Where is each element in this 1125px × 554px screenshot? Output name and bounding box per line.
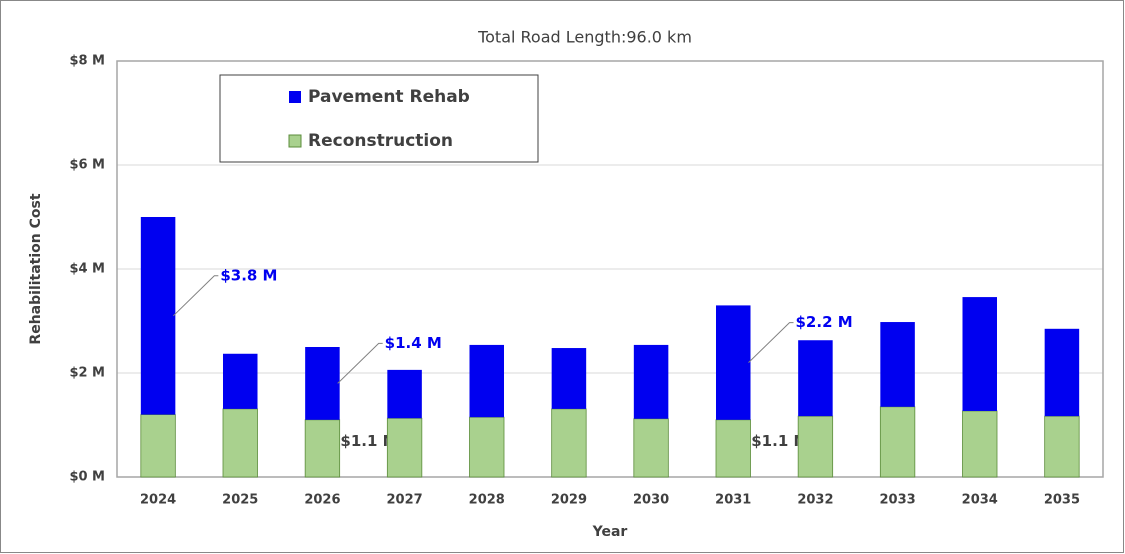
bar-segment <box>633 418 669 478</box>
legend-swatch <box>289 91 301 103</box>
bar-segment <box>962 297 998 411</box>
y-tick-label: $2 M <box>69 366 105 381</box>
bar-segment <box>551 408 587 478</box>
y-axis-label: Rehabilitation Cost <box>28 193 44 344</box>
x-tick-label: 2033 <box>879 493 915 508</box>
x-tick-label: 2031 <box>715 493 751 508</box>
y-tick-label: $8 M <box>69 54 105 69</box>
bar-segment <box>879 406 916 478</box>
x-tick-label: 2032 <box>797 493 833 508</box>
bar-segment <box>797 415 834 478</box>
data-label: $1.1 M <box>751 432 808 450</box>
y-tick-label: $4 M <box>69 262 105 277</box>
bar-segment <box>1044 415 1080 478</box>
bar-segment <box>715 305 751 420</box>
chart-title: Total Road Length:96.0 km <box>477 28 692 47</box>
legend-box <box>219 74 539 163</box>
y-tick-label: $6 M <box>69 158 105 173</box>
y-tick-label: $0 M <box>69 470 105 485</box>
x-tick-label: 2035 <box>1044 493 1080 508</box>
x-tick-label: 2024 <box>140 493 176 508</box>
data-label: $3.8 M <box>220 266 277 284</box>
x-tick-label: 2027 <box>386 493 422 508</box>
bar-segment <box>880 322 915 407</box>
x-tick-label: 2034 <box>962 493 998 508</box>
leader-line <box>337 342 383 384</box>
x-tick-label: 2026 <box>304 493 340 508</box>
bar-segment <box>1044 328 1080 417</box>
x-tick-label: 2025 <box>222 493 258 508</box>
x-tick-label: 2030 <box>633 493 669 508</box>
bar-segment <box>386 417 423 478</box>
bar-segment <box>305 347 340 420</box>
plot-border <box>116 60 1104 478</box>
bar-segment <box>304 419 341 478</box>
bar-segment <box>222 408 258 478</box>
legend-swatch <box>288 134 302 148</box>
bar-segment <box>715 419 751 478</box>
bar-segment <box>140 217 176 415</box>
data-label: $2.2 M <box>796 313 853 331</box>
x-axis-label: Year <box>592 524 628 540</box>
bar-segment <box>469 416 505 478</box>
leader-line <box>748 322 794 363</box>
x-tick-label: 2029 <box>551 493 587 508</box>
bar-segment <box>633 344 669 419</box>
bar-segment <box>140 414 176 478</box>
leader-line <box>172 275 219 317</box>
bar-segment <box>798 340 833 417</box>
bar-segment <box>222 353 258 409</box>
x-tick-label: 2028 <box>469 493 505 508</box>
data-label: $1.4 M <box>385 334 442 352</box>
legend-label: Reconstruction <box>308 131 453 151</box>
bar-segment <box>387 369 422 419</box>
bar-segment <box>551 348 587 409</box>
bar-segment <box>962 410 998 478</box>
bar-segment <box>469 344 505 418</box>
legend-label: Pavement Rehab <box>308 87 470 107</box>
data-label: $1.1 M <box>340 432 397 450</box>
